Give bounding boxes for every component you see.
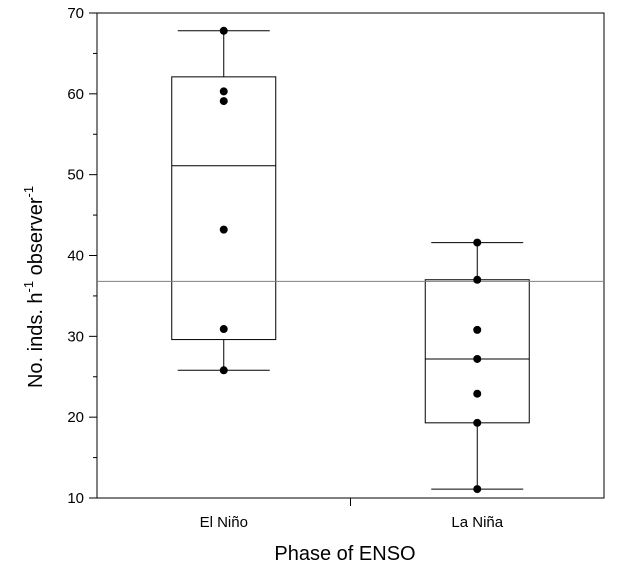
y-tick-label: 60 [67, 86, 84, 103]
box [171, 76, 277, 341]
data-point [219, 97, 228, 106]
y-axis-title-sup-2: -1 [21, 186, 36, 198]
y-tick-label: 30 [67, 328, 84, 345]
x-tick-label: El Niño [200, 514, 248, 531]
y-axis-title-text: No. inds. h [25, 292, 47, 388]
data-point [473, 325, 482, 334]
data-point [219, 325, 228, 334]
y-axis-title: No. inds. h-1 observer-1 [21, 186, 47, 388]
x-axis-title: Phase of ENSO [274, 543, 415, 565]
data-point [473, 485, 482, 494]
data-point [473, 275, 482, 284]
data-point [473, 238, 482, 247]
y-tick-label: 20 [67, 409, 84, 426]
y-tick-label: 70 [67, 5, 84, 22]
data-point [219, 366, 228, 375]
y-tick-label: 50 [67, 167, 84, 184]
box [424, 279, 530, 424]
data-point [473, 418, 482, 427]
x-tick-label: La Niña [451, 514, 503, 531]
plot-area: 10 20 30 40 50 60 70 El Niño La Niña [67, 5, 605, 531]
y-tick-label: 40 [67, 248, 84, 265]
data-point [473, 389, 482, 398]
y-tick-label: 10 [67, 490, 84, 507]
data-point [473, 354, 482, 363]
data-point [219, 225, 228, 234]
y-axis-title-text-2: observer [25, 197, 47, 281]
data-point [219, 87, 228, 96]
data-point [219, 26, 228, 35]
y-axis-title-sup: -1 [21, 281, 36, 293]
